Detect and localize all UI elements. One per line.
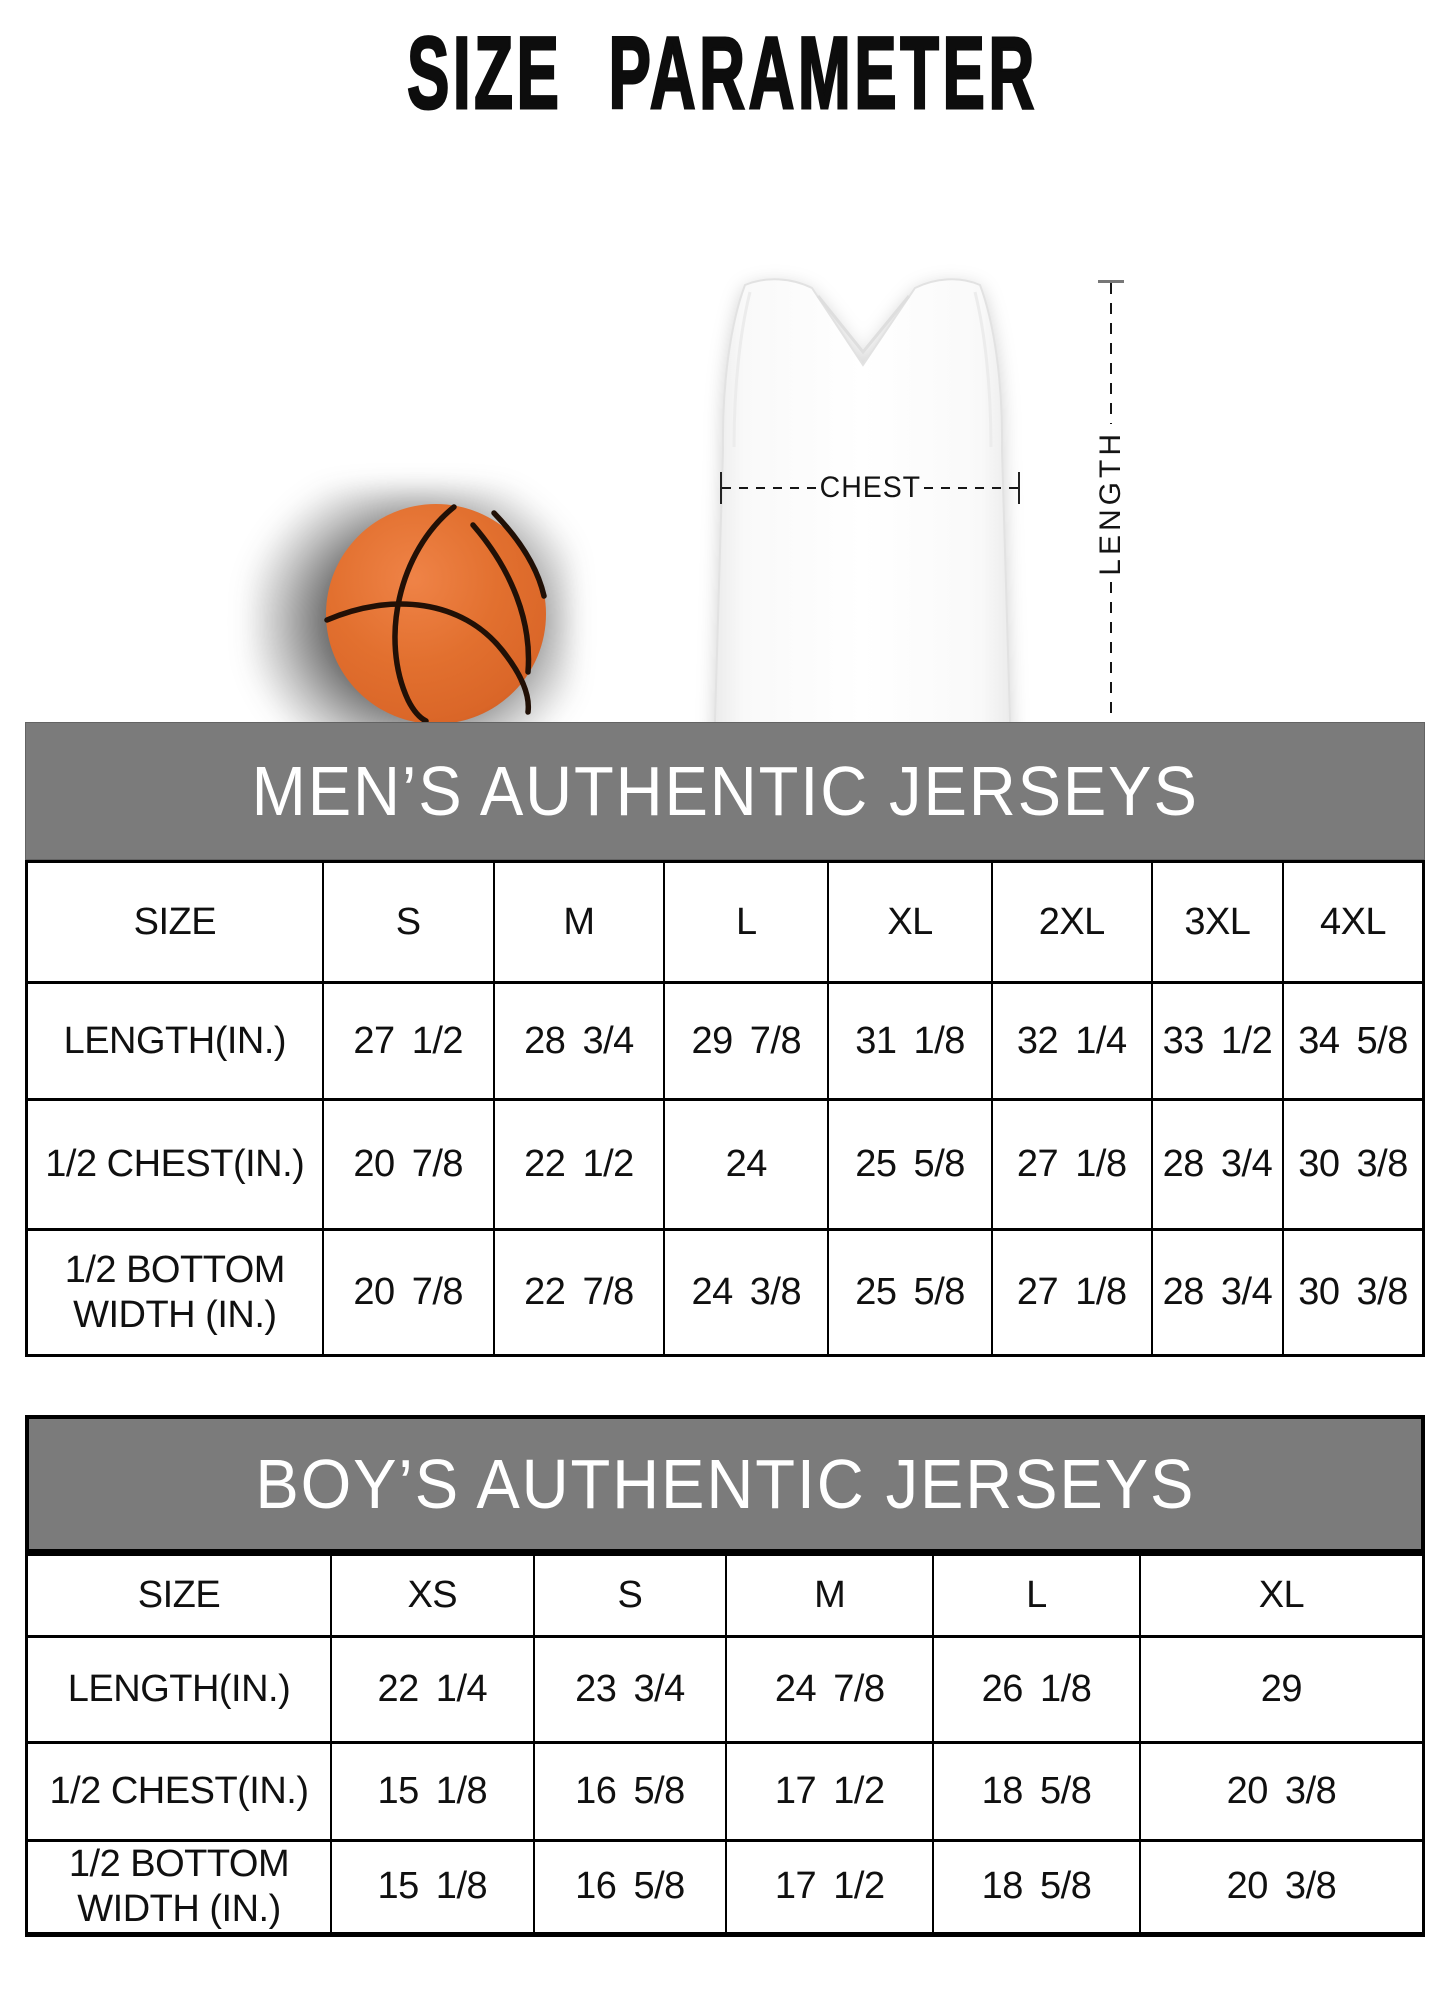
- size-column-header: S: [532, 1553, 728, 1638]
- length-dashed-line-bottom: [1109, 581, 1113, 723]
- measurement-value: 27 1/8: [990, 1098, 1153, 1231]
- size-column-header: L: [932, 1553, 1141, 1638]
- length-measure-annotation: LENGTH: [1092, 280, 1130, 726]
- jersey-armhole-left: [732, 291, 752, 448]
- measurement-value: 32 1/4: [990, 981, 1153, 1101]
- measurement-value: 28 3/4: [1150, 1228, 1285, 1357]
- measurement-label: 1/2 BOTTOM WIDTH (IN.): [25, 1228, 324, 1357]
- jersey-body: [712, 278, 1013, 782]
- jersey-armhole-right: [973, 291, 993, 448]
- chest-measure-annotation: CHEST: [720, 470, 1020, 506]
- measurement-value: 18 5/8: [932, 1839, 1141, 1936]
- measurement-label: 1/2 BOTTOM WIDTH (IN.): [25, 1839, 333, 1936]
- size-column-header: 4XL: [1282, 860, 1425, 984]
- measurement-label: 1/2 CHEST(IN.): [25, 1098, 324, 1231]
- measurement-label: LENGTH(IN.): [25, 981, 324, 1101]
- length-top-tick: [1098, 280, 1124, 283]
- mens-jerseys-section: MEN’S AUTHENTIC JERSEYS SIZE S M L XL 2XL 3XL 4…: [25, 722, 1425, 1357]
- mens-table-title: MEN’S AUTHENTIC JERSEYS: [251, 752, 1199, 830]
- size-column-header: 2XL: [990, 860, 1153, 984]
- jersey-illustration: [712, 278, 1013, 792]
- boys-size-table: SIZE XS S M L XL LENGTH(IN.) 22 1/4 23 3/4 24 7/8…: [25, 1553, 1425, 1937]
- size-header-label: SIZE: [25, 1553, 333, 1638]
- size-header-row: SIZE S M L XL 2XL 3XL 4XL: [25, 860, 1425, 984]
- page-title: SIZE PARAMETER: [406, 16, 1038, 130]
- boys-table-header-band: BOY’S AUTHENTIC JERSEYS: [25, 1415, 1425, 1553]
- measurement-value: 30 3/8: [1282, 1098, 1425, 1231]
- measurement-value: 17 1/2: [725, 1839, 935, 1936]
- size-column-header: S: [321, 860, 495, 984]
- measurement-value: 16 5/8: [532, 1741, 728, 1842]
- measurement-value: 17 1/2: [725, 1741, 935, 1842]
- size-column-header: XL: [1138, 1553, 1425, 1638]
- measurement-value: 20 7/8: [321, 1098, 495, 1231]
- chest-label: CHEST: [819, 471, 921, 504]
- size-header-label: SIZE: [25, 860, 324, 984]
- jersey-collar-line: [816, 295, 911, 355]
- measurement-value: 16 5/8: [532, 1839, 728, 1936]
- size-illustration: CHEST LENGTH: [0, 120, 1445, 792]
- measurement-value: 20 3/8: [1138, 1741, 1425, 1842]
- length-dashed-line-top: [1109, 283, 1113, 425]
- measurement-value: 27 1/2: [321, 981, 495, 1101]
- measurement-value: 28 3/4: [492, 981, 666, 1101]
- measurement-value: 25 5/8: [827, 1228, 993, 1357]
- measurement-value: 24 3/8: [663, 1228, 830, 1357]
- boys-jerseys-section: BOY’S AUTHENTIC JERSEYS SIZE XS S M L XL LENGT…: [25, 1415, 1425, 1937]
- measurement-row: 1/2 BOTTOM WIDTH (IN.) 20 7/8 22 7/8 24 3/8…: [25, 1228, 1425, 1357]
- size-column-header: M: [492, 860, 666, 984]
- measurement-label: LENGTH(IN.): [25, 1635, 333, 1744]
- measurement-value: 30 3/8: [1282, 1228, 1425, 1357]
- measurement-value: 23 3/4: [532, 1635, 728, 1744]
- chest-right-tick: [1018, 472, 1020, 504]
- measurement-value: 31 1/8: [827, 981, 993, 1101]
- boys-table-title: BOY’S AUTHENTIC JERSEYS: [255, 1445, 1195, 1523]
- measurement-row: LENGTH(IN.) 22 1/4 23 3/4 24 7/8 26 1/8 29: [25, 1635, 1425, 1744]
- measurement-value: 26 1/8: [932, 1635, 1141, 1744]
- chest-dashed-line-right: [924, 486, 1018, 490]
- mens-size-table: SIZE S M L XL 2XL 3XL 4XL LENGTH(IN.) 27 1/2 28 3/…: [25, 860, 1425, 1357]
- length-label: LENGTH: [1094, 430, 1127, 576]
- measurement-value: 22 1/4: [330, 1635, 535, 1744]
- size-header-row: SIZE XS S M L XL: [25, 1553, 1425, 1638]
- size-column-header: XS: [330, 1553, 535, 1638]
- size-column-header: M: [725, 1553, 935, 1638]
- measurement-value: 25 5/8: [827, 1098, 993, 1231]
- measurement-value: 28 3/4: [1150, 1098, 1285, 1231]
- chest-left-tick: [720, 472, 722, 504]
- measurement-value: 29 7/8: [663, 981, 830, 1101]
- measurement-value: 20 7/8: [321, 1228, 495, 1357]
- measurement-row: LENGTH(IN.) 27 1/2 28 3/4 29 7/8 31 1/8 32 1/…: [25, 981, 1425, 1101]
- measurement-value: 22 7/8: [492, 1228, 666, 1357]
- measurement-value: 18 5/8: [932, 1741, 1141, 1842]
- measurement-value: 27 1/8: [990, 1228, 1153, 1357]
- measurement-value: 20 3/8: [1138, 1839, 1425, 1936]
- measurement-value: 24 7/8: [725, 1635, 935, 1744]
- size-column-header: XL: [827, 860, 993, 984]
- measurement-value: 24: [663, 1098, 830, 1231]
- measurement-row: 1/2 CHEST(IN.) 15 1/8 16 5/8 17 1/2 18 5/8 20…: [25, 1741, 1425, 1842]
- size-column-header: L: [663, 860, 830, 984]
- measurement-value: 22 1/2: [492, 1098, 666, 1231]
- measurement-row: 1/2 CHEST(IN.) 20 7/8 22 1/2 24 25 5/8 27 1/8…: [25, 1098, 1425, 1231]
- measurement-value: 29: [1138, 1635, 1425, 1744]
- measurement-value: 15 1/8: [330, 1839, 535, 1936]
- measurement-value: 33 1/2: [1150, 981, 1285, 1101]
- mens-table-header-band: MEN’S AUTHENTIC JERSEYS: [25, 722, 1425, 860]
- chest-dashed-line-left: [722, 486, 816, 490]
- measurement-row: 1/2 BOTTOM WIDTH (IN.) 15 1/8 16 5/8 17 1/2…: [25, 1839, 1425, 1936]
- basketball-icon: [324, 504, 547, 724]
- measurement-value: 34 5/8: [1282, 981, 1425, 1101]
- size-column-header: 3XL: [1150, 860, 1285, 984]
- measurement-value: 15 1/8: [330, 1741, 535, 1842]
- measurement-label: 1/2 CHEST(IN.): [25, 1741, 333, 1842]
